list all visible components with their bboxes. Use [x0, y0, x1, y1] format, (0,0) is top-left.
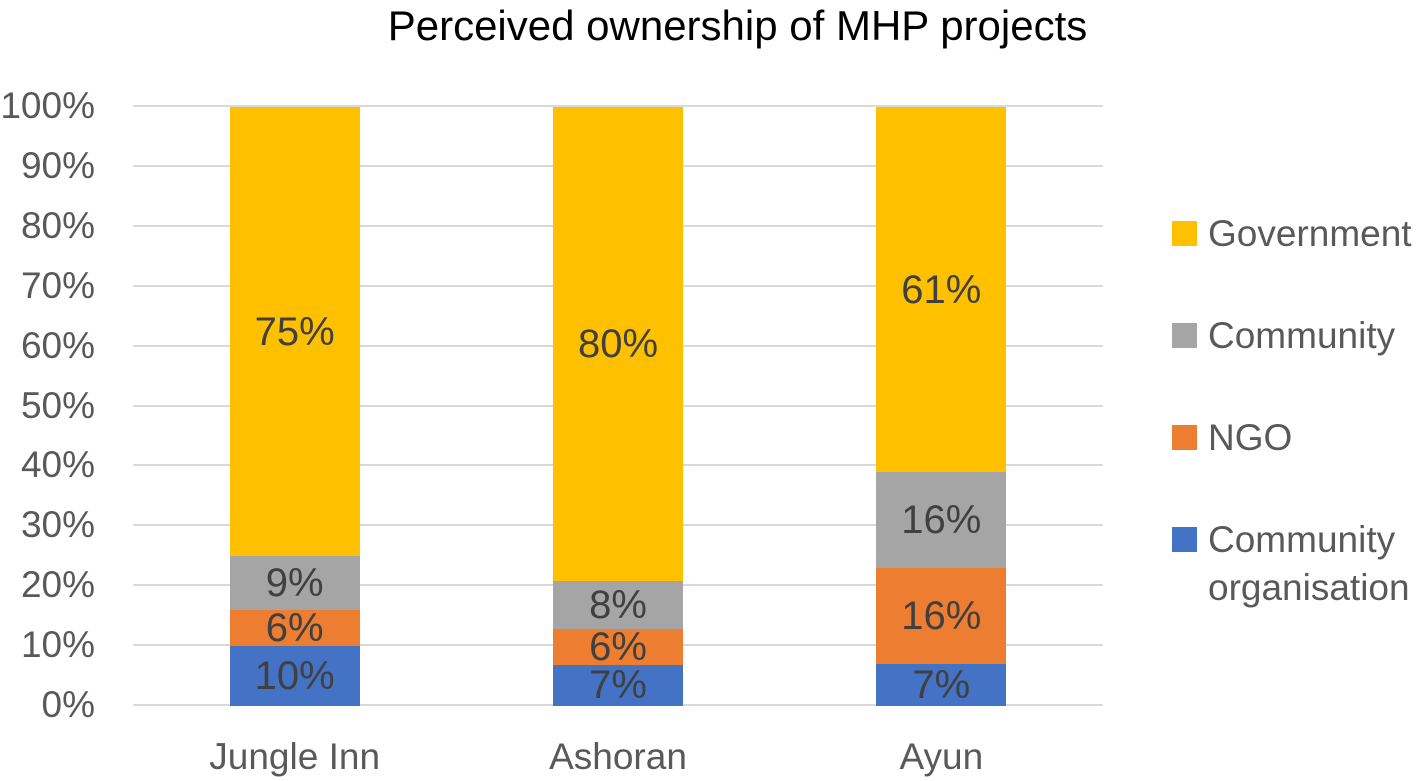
data-label-ayun-community-organisation: 7% [912, 663, 971, 708]
data-label-ayun-community: 16% [901, 498, 982, 543]
bar-segment-jungle-inn-ngo: 6% [229, 606, 360, 651]
y-axis-label-0%: 0% [41, 684, 95, 725]
bar-segment-ashoran-ngo: 6% [553, 624, 683, 669]
legend-swatch-ngo [1172, 425, 1197, 450]
bar-segment-ayun-community-organisation: 7% [876, 663, 1007, 708]
y-axis-label-70%: 70% [20, 264, 95, 306]
legend: Government Community NGO Community organisa… [1163, 0, 1425, 781]
y-axis: 0% 10% 20% 30% 40% 50% 60% 70% 80% 90% 100% [0, 85, 95, 725]
y-axis-label-20%: 20% [20, 564, 95, 606]
legend-item-ngo: NGO [1163, 414, 1425, 462]
data-label-jungle-inn-community: 9% [265, 561, 324, 606]
gridline-100% [133, 105, 1103, 107]
legend-item-community-organisation: Community organisation [1163, 516, 1425, 612]
legend-label-community: Community [1208, 315, 1396, 356]
bar-segment-ayun-ngo: 16% [876, 568, 1007, 665]
bar-segment-ayun-community: 16% [876, 472, 1007, 569]
bar-segment-jungle-inn-community-organisation: 10% [229, 646, 360, 706]
x-axis: Jungle Inn Ashoran Ayun [133, 736, 1103, 781]
bar-jungle-inn: 10% 6% 9% 75% [229, 105, 360, 706]
data-label-ayun-ngo: 16% [901, 594, 982, 639]
data-label-jungle-inn-government: 75% [254, 309, 335, 354]
y-axis-label-30%: 30% [20, 504, 95, 546]
legend-item-government: Government [1163, 210, 1425, 258]
bar-ashoran: 7% 6% 8% 80% [553, 105, 683, 706]
chart-title: Perceived ownership of MHP projects [387, 2, 1088, 49]
y-axis-label-80%: 80% [20, 204, 95, 246]
y-axis-label-10%: 10% [20, 624, 95, 666]
x-axis-label-ashoran: Ashoran [549, 736, 687, 777]
data-label-ayun-government: 61% [901, 267, 982, 312]
bar-ayun: 7% 16% 16% 61% [876, 105, 1007, 708]
legend-label-community-organisation: Community organisation [1208, 519, 1410, 608]
y-axis-label-90%: 90% [20, 144, 95, 186]
legend-swatch-government [1172, 221, 1197, 246]
legend-label-government: Government [1208, 213, 1412, 254]
data-label-ashoran-ngo: 6% [589, 624, 647, 669]
bar-segment-ashoran-government: 80% [553, 107, 683, 582]
plot-area: 10% 6% 9% 75% 7% 6% 8% 80% 7% 16% 16% 61% [133, 105, 1103, 706]
y-axis-label-50%: 50% [20, 384, 95, 426]
data-label-ashoran-community-organisation: 7% [589, 663, 647, 708]
legend-swatch-community-organisation [1172, 527, 1197, 552]
bar-segment-jungle-inn-government: 75% [229, 107, 360, 557]
bar-segment-ayun-government: 61% [876, 107, 1007, 473]
bar-segment-jungle-inn-community: 9% [229, 556, 360, 611]
y-axis-label-100%: 100% [0, 85, 95, 126]
data-label-jungle-inn-ngo: 6% [265, 606, 324, 651]
legend-swatch-community [1172, 323, 1197, 348]
y-axis-label-60%: 60% [20, 324, 95, 366]
legend-item-community: Community [1163, 312, 1425, 360]
y-axis-label-40%: 40% [20, 444, 95, 486]
x-axis-label-ayun: Ayun [899, 736, 984, 777]
x-axis-label-jungle-inn: Jungle Inn [209, 736, 381, 777]
data-label-jungle-inn-community-organisation: 10% [254, 654, 335, 699]
data-label-ashoran-government: 80% [577, 322, 659, 367]
data-label-ashoran-community: 8% [589, 583, 647, 628]
bar-segment-ashoran-community: 8% [553, 581, 683, 629]
legend-label-ngo: NGO [1208, 417, 1293, 458]
bar-segment-ashoran-community-organisation: 7% [553, 663, 683, 708]
